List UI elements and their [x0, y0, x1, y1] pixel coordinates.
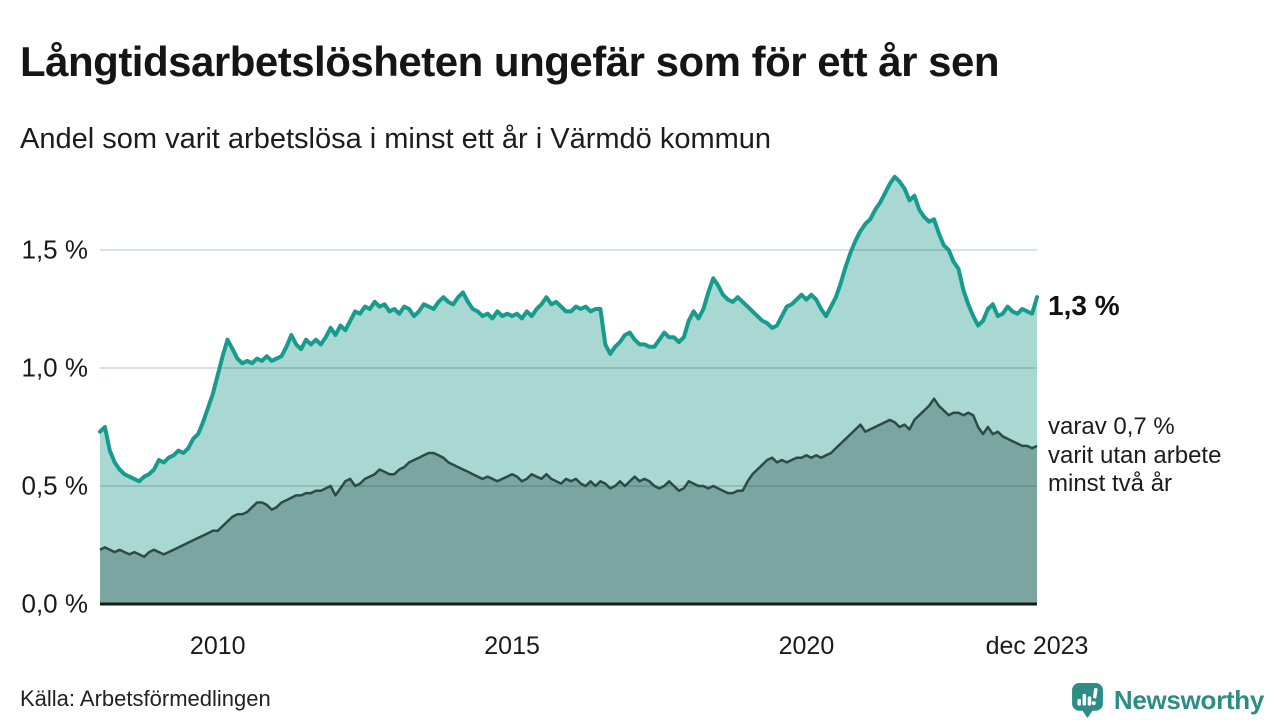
x-axis-tick-label: 2020 — [778, 632, 835, 660]
newsworthy-icon — [1071, 683, 1103, 718]
chart-subtitle: Andel som varit arbetslösa i minst ett å… — [20, 123, 772, 155]
y-axis-tick-label: 0,5 % — [21, 470, 89, 501]
annotation-line-3: minst två år — [1048, 470, 1173, 497]
bar-chart-glyph — [1077, 688, 1098, 706]
x-axis-tick-label: 2010 — [189, 632, 246, 660]
line-two-years — [99, 397, 1038, 559]
line-one-year — [98, 174, 1039, 484]
series-end-value-label: 1,3 % — [1048, 290, 1120, 321]
newsworthy-logo: Newsworthy — [1070, 682, 1264, 719]
x-axis-tick-label: dec 2023 — [985, 632, 1089, 660]
newsworthy-wordmark: Newsworthy — [1113, 685, 1264, 715]
page-title: Långtidsarbetslösheten ungefär som för e… — [20, 38, 1000, 86]
y-axis-tick-label: 1,0 % — [21, 352, 89, 383]
speech-bubble-shape — [1071, 683, 1103, 718]
annotation-line-1: varav 0,7 % — [1048, 413, 1175, 440]
x-axis-tick-label: 2015 — [484, 632, 540, 660]
source-note: Källa: Arbetsförmedlingen — [20, 686, 271, 711]
series2-annotation: varav 0,7 % varit utan arbete minst två … — [1048, 413, 1221, 499]
y-axis-tick-label: 1,5 % — [21, 234, 89, 265]
area-fill-two-years — [100, 398, 1037, 604]
y-axis-tick-label: 0,0 % — [21, 588, 89, 619]
annotation-line-2: varit utan arbete — [1048, 441, 1222, 469]
